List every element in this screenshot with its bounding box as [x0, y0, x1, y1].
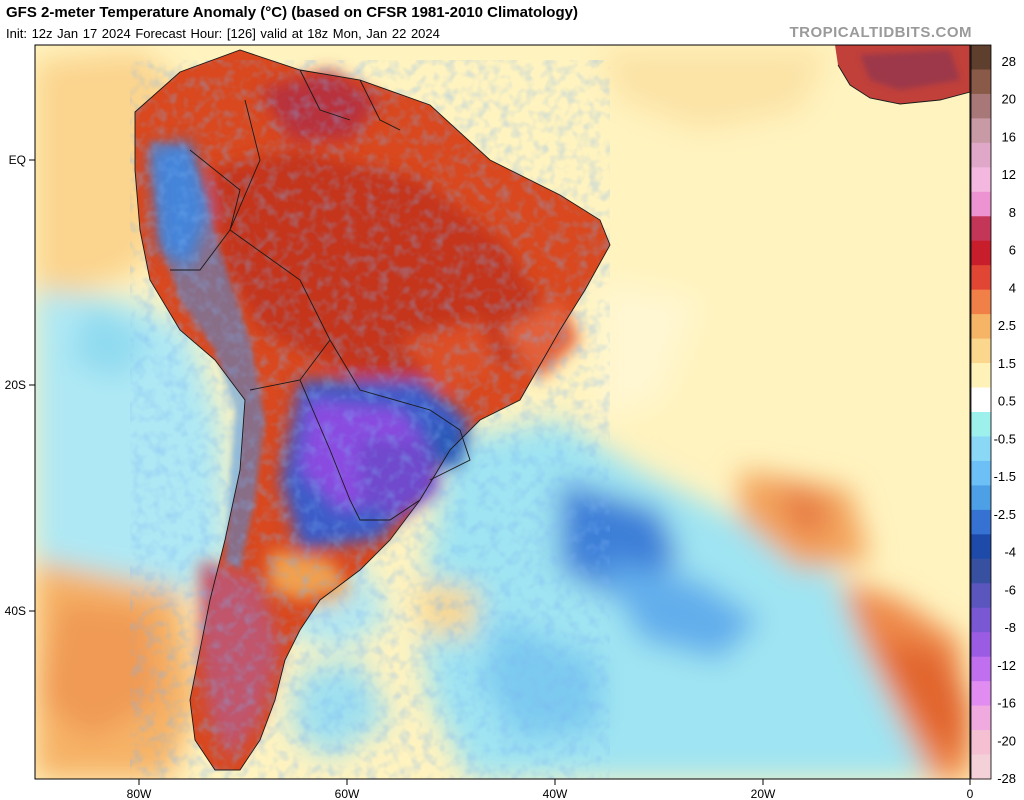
colorbar-swatch	[971, 583, 991, 609]
colorbar-swatch	[971, 632, 991, 658]
colorbar-label: 6	[1009, 243, 1016, 258]
site-brand[interactable]: TROPICALTIDBITS.COM	[789, 24, 972, 41]
colorbar-swatch	[971, 607, 991, 633]
colorbar-swatch	[971, 754, 991, 780]
colorbar-label: 16	[1002, 130, 1016, 145]
colorbar-label: -20	[997, 733, 1016, 748]
coastlines	[134, 49, 970, 771]
colorbar-swatch	[971, 387, 991, 413]
colorbar-swatch	[971, 289, 991, 315]
colorbar-label: -0.5	[994, 431, 1016, 446]
colorbar-swatch	[971, 191, 991, 217]
colorbar-label: 0.5	[998, 394, 1016, 409]
colorbar-swatch	[971, 558, 991, 584]
africa-land	[835, 45, 970, 104]
colorbar-label: -8	[1004, 620, 1016, 635]
colorbar-swatch	[971, 705, 991, 731]
map-field	[35, 45, 970, 779]
x-tick-label: 20W	[751, 787, 776, 800]
colorbar-swatch	[971, 167, 991, 193]
colorbar-label: 1.5	[998, 356, 1016, 371]
colorbar-label: -28	[997, 771, 1016, 786]
colorbar-swatch	[971, 265, 991, 291]
colorbar-label: 28	[1002, 54, 1016, 69]
colorbar-swatch	[971, 240, 991, 266]
colorbar-label: -4	[1004, 545, 1016, 560]
x-tick-label: 40W	[543, 787, 568, 800]
colorbar-label: -6	[1004, 582, 1016, 597]
colorbar-swatch	[971, 534, 991, 560]
colorbar-swatch	[971, 681, 991, 707]
colorbar-swatch	[971, 436, 991, 462]
colorbar-label: 4	[1009, 280, 1016, 295]
x-tick-label: 80W	[127, 787, 152, 800]
colorbar-label: 12	[1002, 167, 1016, 182]
colorbar-swatch	[971, 485, 991, 511]
y-tick-label: EQ	[9, 153, 26, 167]
colorbar-swatch	[971, 69, 991, 95]
x-axis: 80W 60W 40W 20W 0	[127, 779, 974, 800]
y-tick-label: 20S	[5, 378, 26, 392]
colorbar-label: 2.5	[998, 318, 1016, 333]
map-frame	[34, 44, 971, 780]
colorbar-swatch	[971, 45, 991, 71]
colorbar-swatch	[971, 656, 991, 682]
y-axis: EQ 20S 40S	[5, 153, 35, 618]
colorbar-frame	[970, 44, 992, 780]
colorbar-swatch	[971, 216, 991, 242]
x-tick-label: 60W	[335, 787, 360, 800]
colorbar: 28 20 16 12 8 6 4 2.5 1.5 0.5 -0.5 -1.5 -2.5 -4 -6 -8 -1…	[970, 44, 1016, 786]
colorbar-swatch	[971, 338, 991, 364]
colorbar-label: -16	[997, 696, 1016, 711]
colorbar-label: -12	[997, 658, 1016, 673]
colorbar-swatch	[971, 314, 991, 340]
colorbar-label: 20	[1002, 92, 1016, 107]
chart-title: GFS 2-meter Temperature Anomaly (°C) (ba…	[6, 4, 578, 21]
y-tick-label: 40S	[5, 604, 26, 618]
chart-subtitle: Init: 12z Jan 17 2024 Forecast Hour: [12…	[6, 26, 440, 41]
colorbar-label: -1.5	[994, 469, 1016, 484]
colorbar-swatch	[971, 730, 991, 756]
colorbar-swatch	[971, 93, 991, 119]
colorbar-swatch	[971, 509, 991, 535]
colorbar-swatch	[971, 118, 991, 144]
x-tick-label: 0	[967, 787, 974, 800]
colorbar-swatch	[971, 142, 991, 168]
colorbar-swatch	[971, 363, 991, 389]
colorbar-label: 8	[1009, 205, 1016, 220]
colorbar-swatch	[971, 460, 991, 486]
colorbar-label: -2.5	[994, 507, 1016, 522]
colorbar-swatch	[971, 412, 991, 438]
